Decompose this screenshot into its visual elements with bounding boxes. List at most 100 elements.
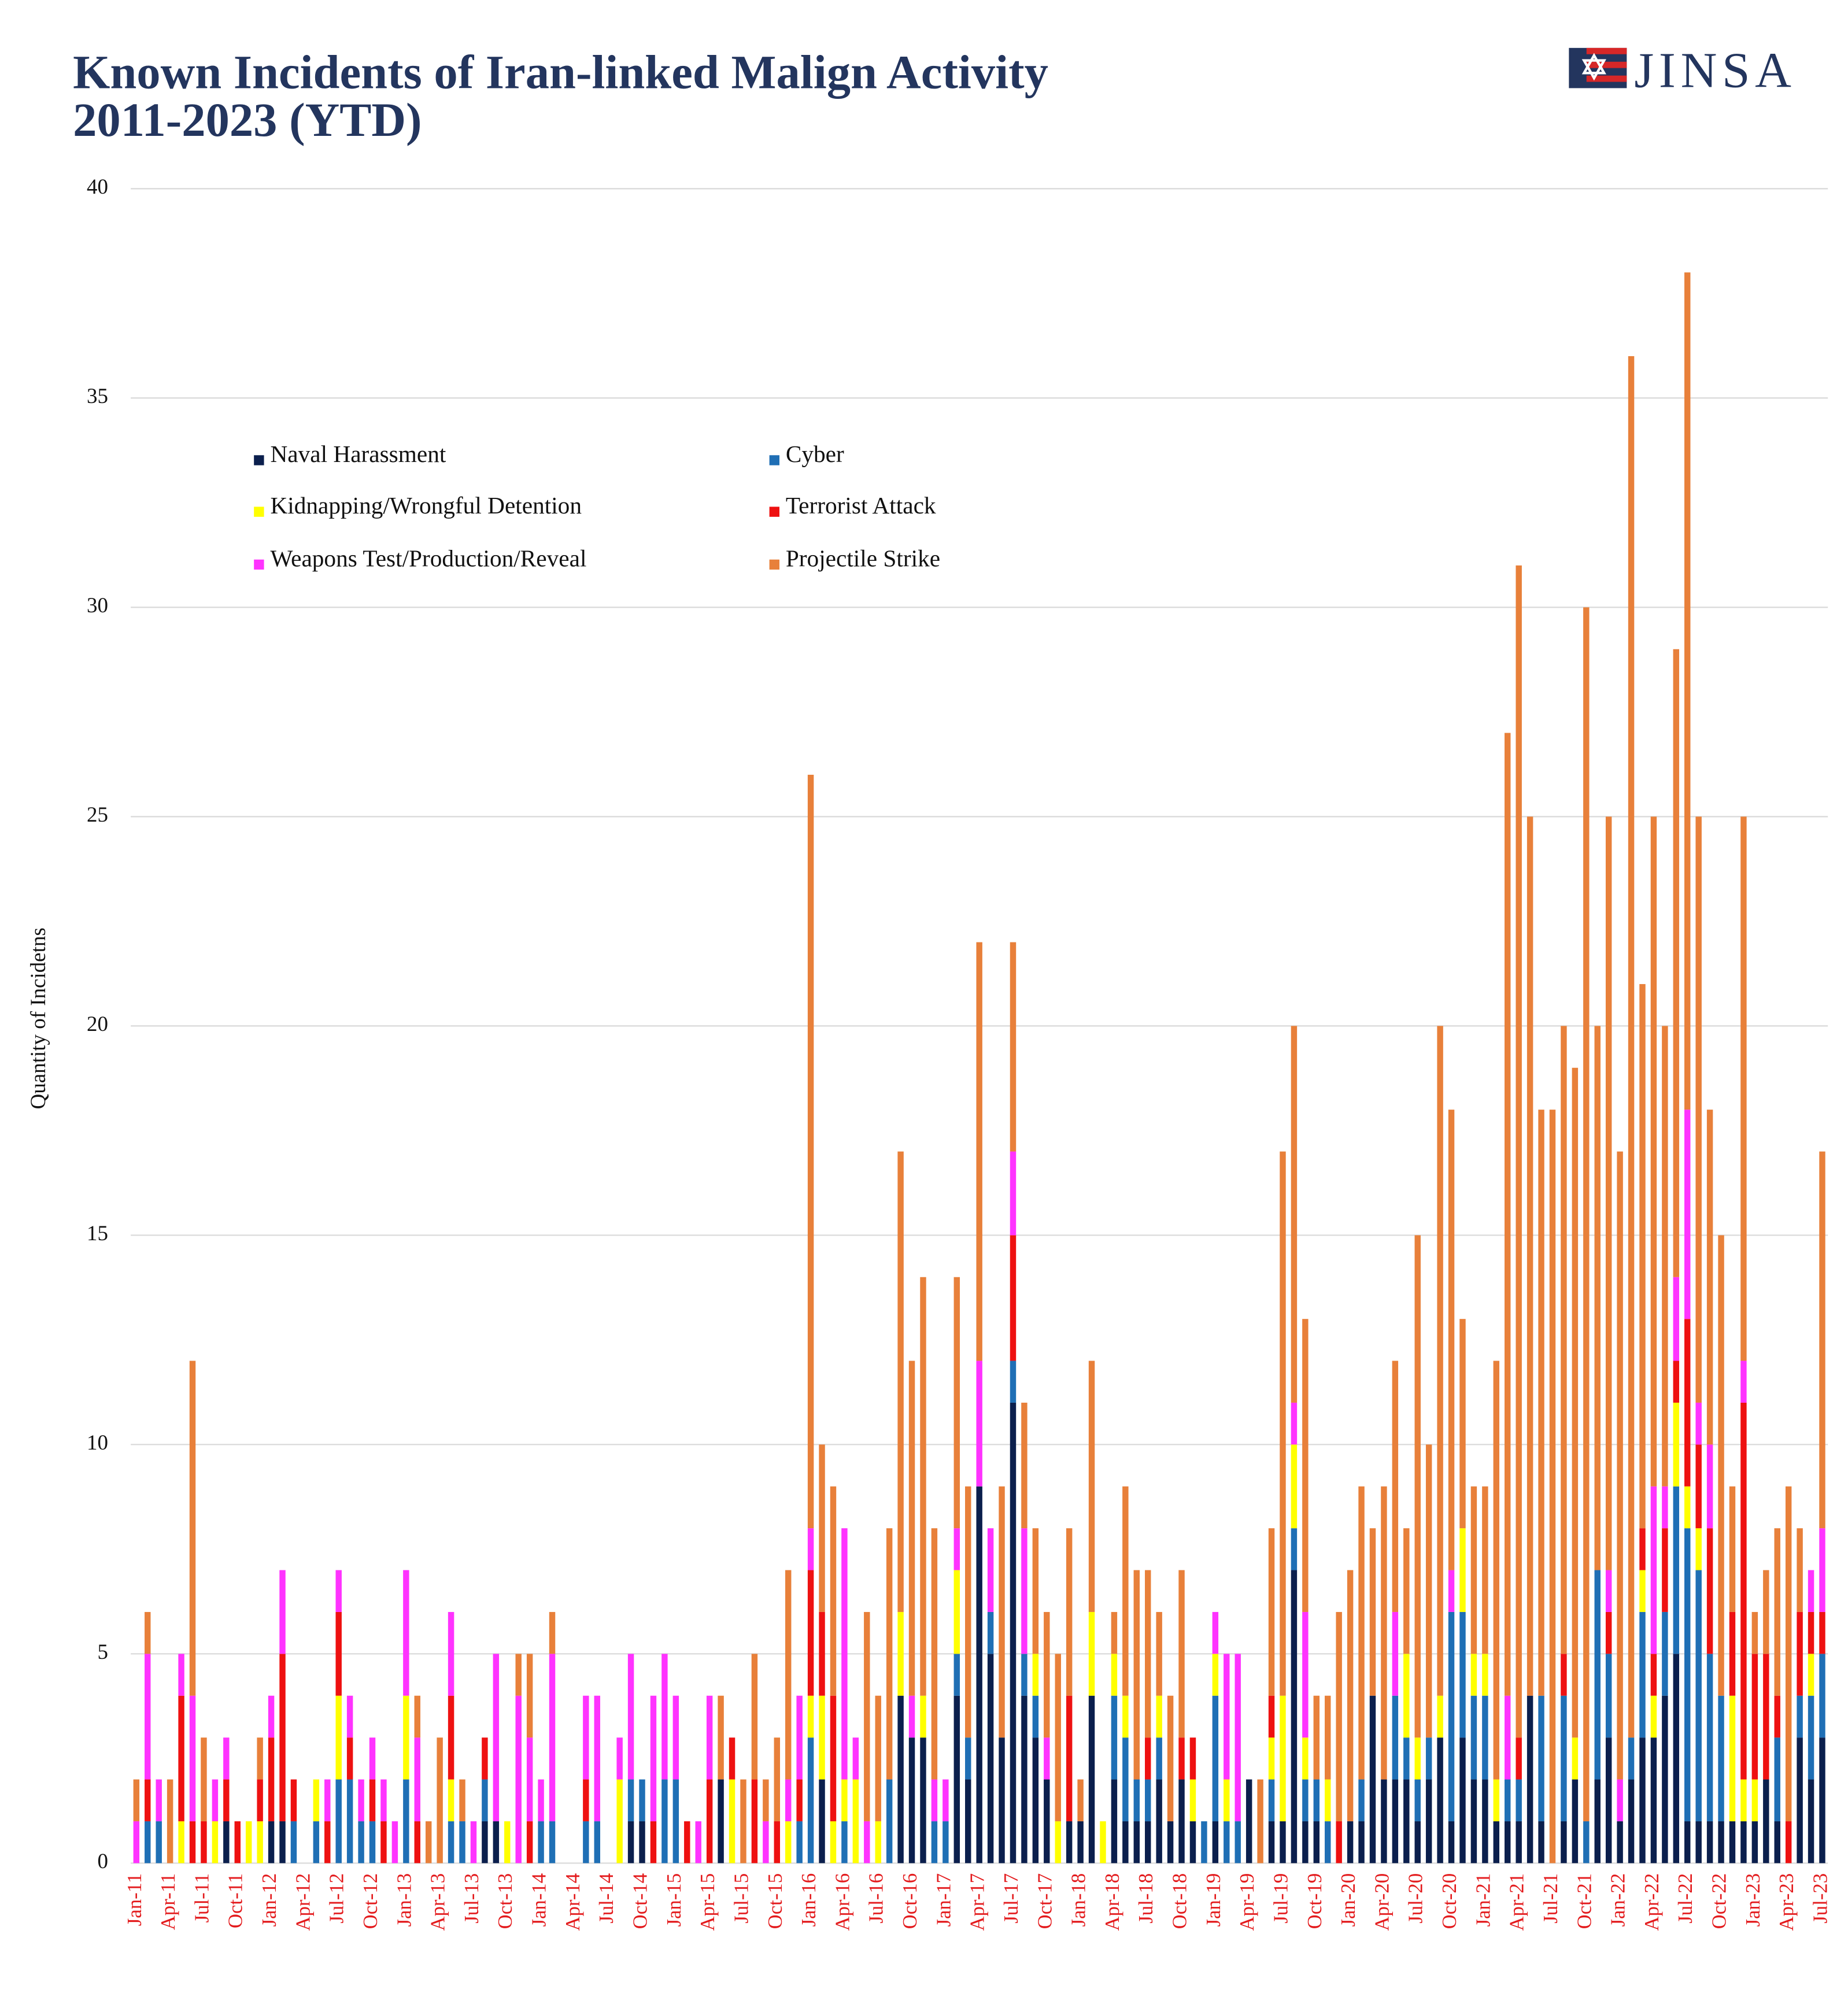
bar-segment bbox=[1414, 1779, 1421, 1821]
bar-segment bbox=[1774, 1695, 1780, 1738]
bar-segment bbox=[1212, 1821, 1219, 1864]
bar-segment bbox=[1302, 1821, 1309, 1864]
bar-segment bbox=[1740, 1360, 1747, 1403]
bar-segment bbox=[1111, 1779, 1118, 1864]
bar-segment bbox=[437, 1737, 443, 1864]
bar-segment bbox=[751, 1779, 758, 1864]
bar-segment bbox=[987, 1528, 994, 1612]
bar-segment bbox=[1145, 1821, 1151, 1864]
bar-segment bbox=[167, 1779, 173, 1864]
bar-segment bbox=[425, 1821, 432, 1864]
bar-segment bbox=[1706, 1110, 1713, 1445]
bar-segment bbox=[583, 1821, 589, 1864]
legend-label: Projectile Strike bbox=[786, 545, 940, 571]
bar-segment bbox=[1706, 1654, 1713, 1821]
bar-segment bbox=[1133, 1570, 1140, 1780]
bar-segment bbox=[1235, 1821, 1241, 1864]
bar-segment bbox=[145, 1611, 151, 1654]
x-tick-label: Jul-20 bbox=[1405, 1873, 1427, 1924]
bar-segment bbox=[1313, 1695, 1320, 1780]
x-tick-label: Oct-17 bbox=[1033, 1873, 1056, 1929]
bar-segment bbox=[145, 1779, 151, 1821]
x-tick-label: Jan-21 bbox=[1472, 1873, 1494, 1927]
bar-segment bbox=[1617, 1151, 1623, 1780]
bar-segment bbox=[1561, 1821, 1567, 1864]
bar-segment bbox=[1100, 1821, 1106, 1864]
bar-segment bbox=[1673, 1360, 1680, 1403]
bar-segment bbox=[178, 1821, 184, 1864]
bar-segment bbox=[1470, 1695, 1477, 1780]
bar-segment bbox=[1280, 1695, 1286, 1821]
bar-segment bbox=[1684, 1486, 1691, 1529]
bar-segment bbox=[335, 1611, 342, 1696]
bar-segment bbox=[763, 1779, 769, 1821]
bar-segment bbox=[953, 1654, 960, 1696]
bar-segment bbox=[414, 1821, 420, 1864]
bar-segment bbox=[1291, 1444, 1298, 1529]
bar-segment bbox=[1785, 1821, 1792, 1864]
x-tick-label: Oct-20 bbox=[1438, 1873, 1461, 1929]
bar-segment bbox=[335, 1779, 342, 1864]
bar-segment bbox=[1280, 1151, 1286, 1696]
bar-segment bbox=[695, 1821, 701, 1864]
x-tick-label: Jul-12 bbox=[326, 1873, 348, 1924]
legend-label: Terrorist Attack bbox=[786, 492, 936, 519]
bar-segment bbox=[1044, 1779, 1050, 1864]
bar-segment bbox=[414, 1695, 420, 1738]
bar-segment bbox=[1505, 733, 1511, 1696]
bar-segment bbox=[1032, 1654, 1039, 1696]
bar-segment bbox=[1381, 1779, 1387, 1864]
bar-segment bbox=[1695, 1821, 1702, 1864]
bar-segment bbox=[1189, 1779, 1196, 1821]
bar-segment bbox=[796, 1779, 803, 1821]
bar-segment bbox=[1178, 1779, 1185, 1864]
bar-segment bbox=[1718, 1235, 1724, 1696]
bar-segment bbox=[943, 1779, 949, 1821]
bar-segment bbox=[201, 1737, 207, 1821]
bar-segment bbox=[1774, 1821, 1780, 1864]
bar-segment bbox=[257, 1737, 263, 1780]
y-tick-label: 30 bbox=[87, 593, 108, 617]
bar-segment bbox=[1561, 1695, 1567, 1821]
bar-segment bbox=[1493, 1821, 1500, 1864]
bar-segment bbox=[1527, 1695, 1533, 1864]
x-tick-label: Jul-16 bbox=[865, 1873, 888, 1924]
bar-segment bbox=[1055, 1821, 1061, 1864]
bar-segment bbox=[1729, 1695, 1736, 1821]
bar-segment bbox=[1797, 1737, 1803, 1864]
bar-segment bbox=[1538, 1110, 1544, 1696]
bar-segment bbox=[1470, 1486, 1477, 1654]
bar-segment bbox=[1695, 1402, 1702, 1445]
x-tick-label: Jul-17 bbox=[1000, 1873, 1022, 1924]
bar-segment bbox=[931, 1528, 938, 1780]
bar-segment bbox=[1224, 1779, 1230, 1821]
bar-segment bbox=[1448, 1821, 1455, 1864]
bar-segment bbox=[819, 1444, 825, 1612]
bar-segment bbox=[1122, 1821, 1129, 1864]
bar-segment bbox=[965, 1779, 971, 1864]
bar-segment bbox=[1505, 1779, 1511, 1821]
bar-segment bbox=[1077, 1779, 1084, 1821]
bar-segment bbox=[1032, 1737, 1039, 1864]
bar-segment bbox=[1706, 1528, 1713, 1654]
bar-segment bbox=[931, 1779, 938, 1821]
bar-segment bbox=[785, 1570, 792, 1780]
x-tick-label: Jan-13 bbox=[393, 1873, 415, 1927]
bar-segment bbox=[1751, 1611, 1758, 1654]
bar-segment bbox=[785, 1779, 792, 1821]
bar-segment bbox=[1650, 1486, 1657, 1654]
bar-segment bbox=[1538, 1695, 1544, 1821]
bar-segment bbox=[1369, 1528, 1376, 1696]
bar-segment bbox=[965, 1737, 971, 1780]
bar-segment bbox=[1245, 1779, 1252, 1864]
bar-segment bbox=[1167, 1821, 1174, 1864]
x-tick-label: Jul-11 bbox=[190, 1873, 213, 1923]
bar-segment bbox=[661, 1654, 668, 1780]
bar-segment bbox=[1021, 1654, 1028, 1696]
bar-segment bbox=[538, 1779, 544, 1821]
bar-segment bbox=[965, 1486, 971, 1738]
bar-segment bbox=[1437, 1026, 1443, 1696]
x-tick-label: Oct-19 bbox=[1303, 1873, 1326, 1929]
bar-segment bbox=[1572, 1779, 1579, 1864]
